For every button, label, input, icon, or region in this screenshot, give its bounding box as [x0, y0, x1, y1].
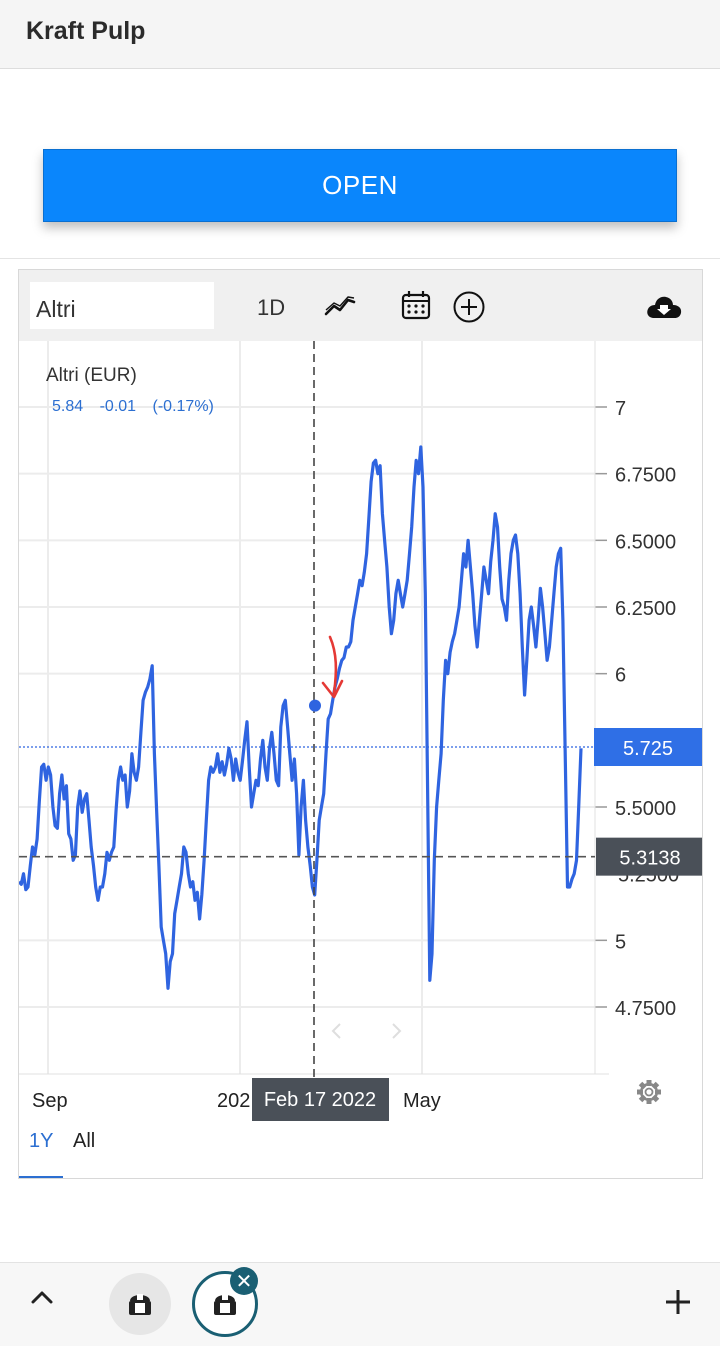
crosshair-price-label-bg	[596, 837, 702, 876]
chart-card: Altri 1D 7 6.7500 6.5000 6.2500 6 5.5000 5 4.75…	[18, 269, 703, 1179]
range-tab-all[interactable]: All	[73, 1130, 96, 1152]
crosshair-point-marker	[309, 699, 321, 712]
interval-button[interactable]: 1D	[257, 295, 286, 320]
legend-change: -0.01	[99, 398, 137, 415]
y-axis-label: 5	[615, 931, 626, 953]
open-button[interactable]: OPEN	[43, 149, 677, 222]
te-logo-icon	[129, 1294, 151, 1315]
current-price-label: 5.725	[623, 738, 673, 760]
add-circle-icon[interactable]	[452, 290, 486, 324]
scroll-left-icon[interactable]	[331, 1023, 341, 1039]
crosshair-price-label: 5.3138	[619, 848, 680, 870]
bottom-navigation: ✕	[0, 1262, 720, 1346]
current-price-label-bg	[594, 728, 702, 766]
close-tab-icon[interactable]: ✕	[230, 1267, 258, 1295]
y-axis-label: 4.7500	[615, 998, 676, 1020]
y-axis-label: 7	[615, 398, 626, 420]
price-chart[interactable]: 76.75006.50006.250065.500054.75005.2500S…	[19, 341, 702, 1121]
scroll-right-icon[interactable]	[392, 1023, 402, 1039]
calendar-icon[interactable]	[400, 289, 432, 321]
te-logo-icon	[214, 1294, 236, 1315]
app-header: Kraft Pulp	[0, 0, 720, 69]
legend-values: 5.84 -0.01 (-0.17%)	[52, 398, 226, 416]
settings-gear-icon[interactable]	[637, 1080, 661, 1104]
browser-tab-te[interactable]	[109, 1273, 171, 1335]
legend-change-pct: (-0.17%)	[152, 398, 214, 415]
page-title: Kraft Pulp	[26, 17, 146, 45]
legend-title: Altri (EUR)	[46, 365, 137, 386]
y-axis-label: 6.7500	[615, 465, 676, 487]
chevron-up-icon[interactable]	[28, 1287, 56, 1307]
y-axis-label: 6.5000	[615, 531, 676, 553]
price-series-line	[19, 445, 583, 990]
symbol-search-input[interactable]: Altri	[30, 282, 214, 329]
line-chart-icon[interactable]	[324, 294, 356, 318]
y-axis-label: 6.2500	[615, 598, 676, 620]
annotation-arrow-head	[321, 679, 344, 699]
crosshair-date-label-bg	[252, 1078, 389, 1121]
crosshair-date-label: Feb 17 2022	[264, 1089, 376, 1111]
x-axis-label: Sep	[32, 1090, 68, 1112]
plus-icon[interactable]	[663, 1287, 693, 1317]
y-axis-label: 6	[615, 665, 626, 687]
chart-toolbar: Altri 1D	[19, 270, 702, 341]
annotation-arrow-icon	[328, 635, 338, 695]
range-tab-1y[interactable]: 1Y	[29, 1130, 54, 1152]
open-section: OPEN	[0, 70, 720, 259]
x-axis-label: May	[403, 1090, 441, 1112]
active-tab-indicator	[19, 1176, 63, 1178]
y-axis-label: 5.5000	[615, 798, 676, 820]
x-axis-label: 202	[217, 1090, 250, 1112]
cloud-download-icon[interactable]	[645, 294, 683, 320]
legend-price: 5.84	[52, 398, 84, 415]
